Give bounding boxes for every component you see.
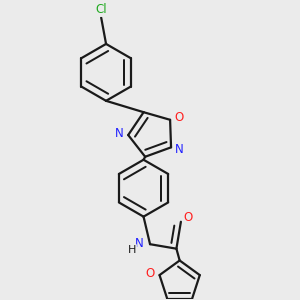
Text: H: H bbox=[128, 245, 136, 255]
Text: O: O bbox=[175, 111, 184, 124]
Text: O: O bbox=[183, 211, 193, 224]
Text: N: N bbox=[135, 237, 144, 250]
Text: Cl: Cl bbox=[95, 3, 107, 16]
Text: N: N bbox=[115, 127, 124, 140]
Text: N: N bbox=[175, 143, 184, 156]
Text: O: O bbox=[145, 267, 154, 280]
